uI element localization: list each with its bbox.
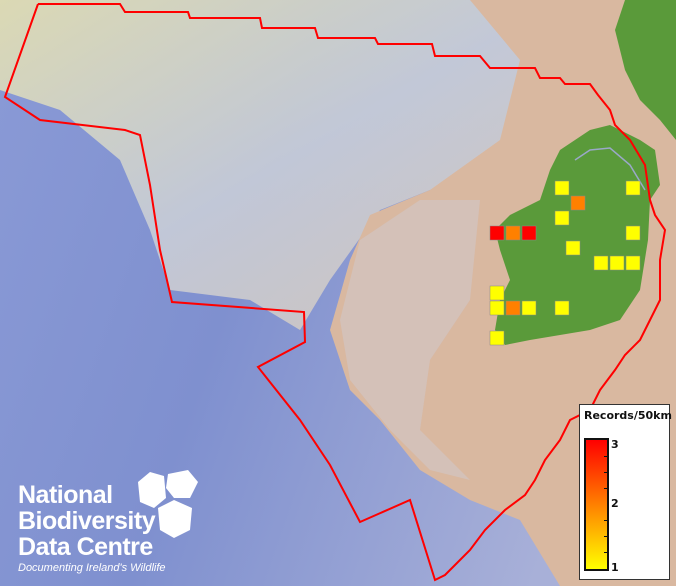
shelf-slope [340,200,480,480]
record-cell [489,330,505,346]
logo-tagline: Documenting Ireland's Wildlife [18,562,166,574]
boundary-line [3,3,667,582]
logo-hexagon-icons [138,470,198,538]
record-cell [554,210,570,226]
scotland-landmass [615,0,676,140]
record-cell [489,300,505,316]
record-cell [565,240,581,256]
logo-line-2: Biodiversity [18,507,156,535]
nbdc-logo: National Biodiversity Data Centre Docume… [18,470,198,574]
record-cell [554,180,570,196]
legend-title: Records/50km [584,409,672,422]
record-cell [489,225,505,241]
continental-shelf-northwest [0,0,560,330]
record-cell [505,225,521,241]
record-cell [593,255,609,271]
logo-line-1: National [18,481,113,509]
record-cell [505,300,521,316]
ireland-landmass [495,125,660,345]
legend-color-scale [584,438,609,571]
record-cell [609,255,625,271]
record-cell [554,300,570,316]
legend: Records/50km 3 2 1 [579,404,672,580]
record-cell [625,225,641,241]
legend-min-label: 1 [611,561,619,574]
record-cell [570,195,586,211]
northern-ireland-border [574,147,646,191]
record-cell [521,300,537,316]
legend-max-label: 3 [611,438,619,451]
record-cell [489,285,505,301]
record-cell [521,225,537,241]
legend-mid-label: 2 [611,497,619,510]
record-cell [625,180,641,196]
records-grid [489,180,641,346]
record-cell [625,255,641,271]
logo-line-3: Data Centre [18,533,153,561]
